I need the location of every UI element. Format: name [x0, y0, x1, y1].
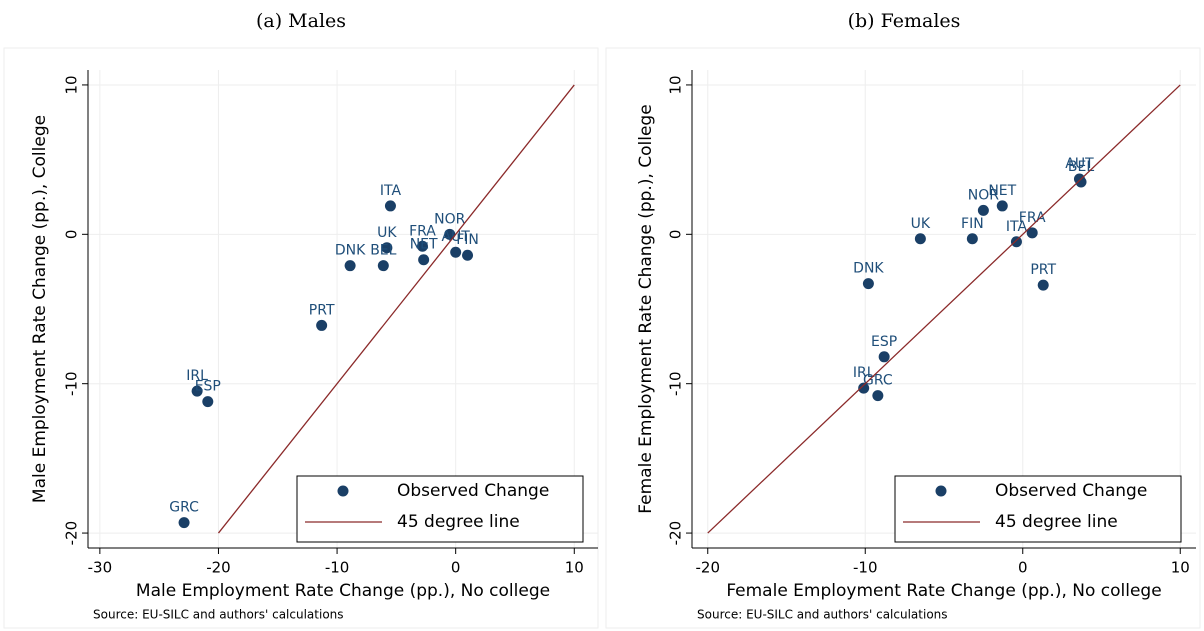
panel-frame [605, 47, 1201, 629]
point [384, 200, 396, 212]
y-tick-label: -20 [63, 521, 81, 546]
point [878, 351, 890, 363]
legend-swatch [935, 485, 947, 497]
legend-label: Observed Change [995, 481, 1147, 501]
point-label: PRT [309, 302, 335, 318]
legend-swatch [337, 485, 349, 497]
point [914, 233, 926, 245]
point-label: BEL [1068, 159, 1094, 175]
point-label: UK [377, 225, 397, 241]
point [977, 204, 989, 216]
point [202, 396, 214, 408]
x-tick-label: -20 [206, 559, 231, 577]
point [191, 385, 203, 397]
legend-label: 45 degree line [397, 512, 520, 532]
x-axis-label: Female Employment Rate Change (pp.), No … [726, 581, 1161, 601]
x-axis-label: Male Employment Rate Change (pp.), No co… [136, 581, 550, 601]
point [862, 278, 874, 290]
point-label: IRL [853, 365, 875, 381]
x-tick-label: 10 [1171, 559, 1190, 577]
point [966, 233, 978, 245]
point [416, 240, 428, 252]
x-tick-label: 0 [451, 559, 461, 577]
y-tick-label: -10 [667, 371, 685, 396]
point [1026, 227, 1038, 239]
point [462, 249, 474, 261]
y-tick-label: -20 [667, 521, 685, 546]
point-label: BEL [370, 243, 396, 259]
point-label: NOR [434, 211, 465, 227]
point [450, 246, 462, 258]
point-label: GRC [169, 500, 199, 516]
point-label: GRC [863, 373, 893, 389]
point [1010, 236, 1022, 248]
point-label: ITA [1006, 219, 1028, 235]
y-axis-label: Female Employment Rate Change (pp.), Col… [636, 104, 656, 513]
point-label: IRL [186, 368, 208, 384]
x-tick-label: -10 [325, 559, 350, 577]
legend-label: Observed Change [397, 481, 549, 501]
y-axis-label: Male Employment Rate Change (pp.), Colle… [30, 115, 50, 503]
point-label: DNK [335, 243, 366, 259]
y-tick-label: 0 [63, 230, 81, 240]
y-tick-label: -10 [63, 371, 81, 396]
x-tick-label: -30 [88, 559, 113, 577]
point [178, 517, 190, 529]
x-tick-label: -10 [853, 559, 878, 577]
point-label: UK [911, 216, 931, 232]
point-label: FIN [961, 216, 984, 232]
point-label: FRA [409, 223, 436, 239]
point [316, 319, 328, 331]
panel-title: (a) Males [256, 10, 346, 32]
point [344, 260, 356, 272]
panel-frame [3, 47, 599, 629]
point [418, 254, 430, 266]
point-label: FIN [456, 232, 479, 248]
y-tick-label: 0 [667, 230, 685, 240]
point [1075, 176, 1087, 188]
point-label: DNK [853, 261, 884, 277]
point-label: AUT [1065, 156, 1094, 172]
y-tick-label: 10 [63, 75, 81, 94]
point [996, 200, 1008, 212]
source-note: Source: EU-SILC and authors' calculation… [93, 608, 344, 622]
point [858, 382, 870, 394]
reference-line [217, 84, 575, 534]
point [381, 242, 393, 254]
point-label: ESP [871, 334, 897, 350]
y-tick-label: 10 [667, 75, 685, 94]
point-label: NET [410, 237, 438, 253]
point-label: AUT [441, 229, 470, 245]
point-label: NOR [968, 187, 999, 203]
x-tick-label: 0 [1018, 559, 1028, 577]
point-label: PRT [1030, 262, 1056, 278]
reference-line [707, 84, 1181, 534]
legend-label: 45 degree line [995, 512, 1118, 532]
point [1037, 279, 1049, 291]
point [872, 390, 884, 402]
point-label: FRA [1019, 210, 1046, 226]
point-label: NET [988, 183, 1016, 199]
point-label: ESP [195, 379, 221, 395]
point [377, 260, 389, 272]
x-tick-label: -20 [696, 559, 721, 577]
source-note: Source: EU-SILC and authors' calculation… [697, 608, 948, 622]
panel-title: (b) Females [848, 10, 961, 32]
point-label: ITA [380, 183, 402, 199]
point [444, 228, 456, 240]
x-tick-label: 10 [565, 559, 584, 577]
